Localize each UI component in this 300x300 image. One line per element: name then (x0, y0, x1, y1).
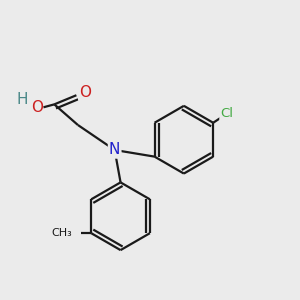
Text: CH₃: CH₃ (51, 228, 72, 238)
Text: H: H (16, 92, 28, 107)
Text: O: O (31, 100, 43, 115)
Text: N: N (109, 142, 120, 158)
Text: O: O (79, 85, 91, 100)
Text: Cl: Cl (220, 107, 233, 120)
